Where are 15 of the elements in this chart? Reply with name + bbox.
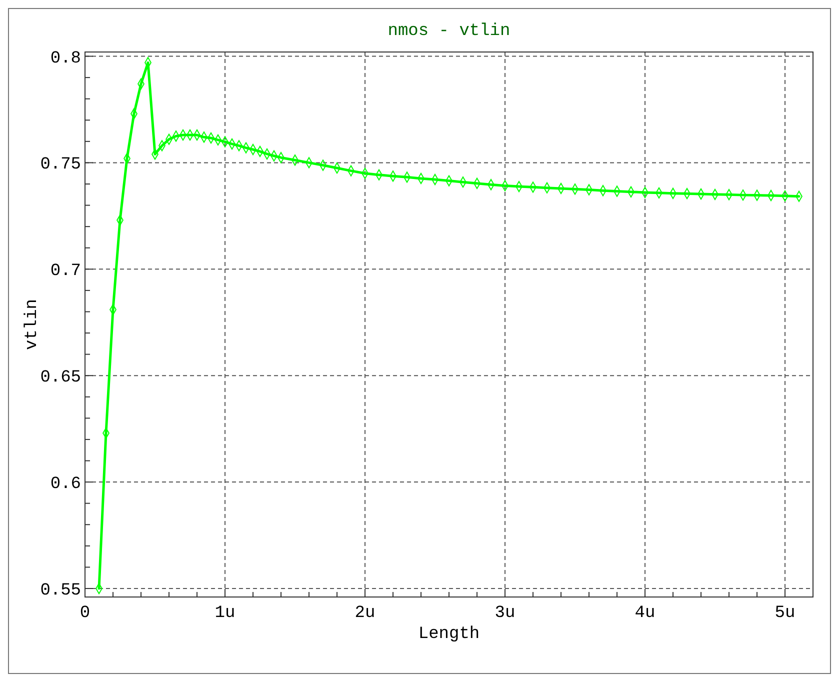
x-tick-label: 3u bbox=[494, 604, 516, 623]
y-tick-label: 0.7 bbox=[50, 262, 81, 282]
x-axis-title: Length bbox=[418, 625, 480, 644]
x-tick-label: 2u bbox=[354, 604, 376, 623]
x-tick-label: 1u bbox=[214, 604, 236, 623]
y-tick-label: 0.65 bbox=[40, 368, 81, 388]
y-tick-label: 0.6 bbox=[50, 475, 81, 494]
y-tick-label: 0.8 bbox=[50, 49, 81, 68]
x-tick-label: 4u bbox=[634, 604, 656, 623]
y-tick-label: 0.75 bbox=[40, 156, 81, 175]
y-tick-label: 0.55 bbox=[40, 581, 81, 600]
y-axis-title: vtlin bbox=[23, 298, 42, 350]
x-tick-label: 0 bbox=[80, 604, 90, 623]
chart-title: nmos - vtlin bbox=[388, 22, 510, 41]
x-tick-label: 5u bbox=[774, 604, 796, 623]
